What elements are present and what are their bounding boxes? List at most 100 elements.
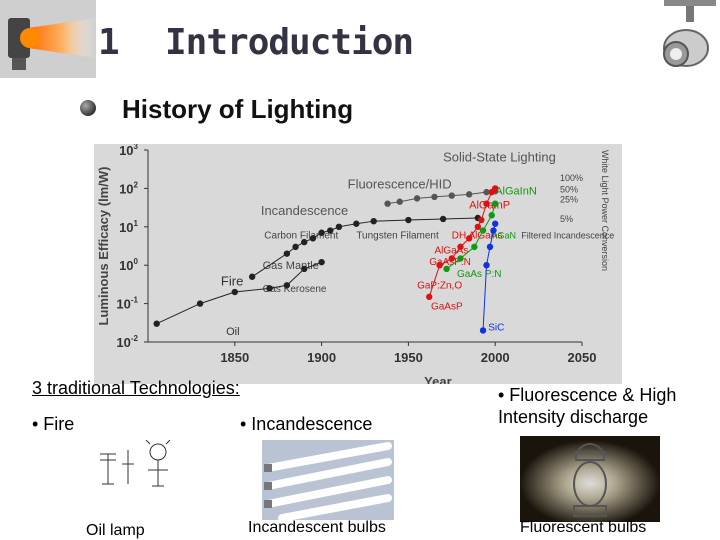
right-tick-label: 50% [560, 184, 578, 194]
incandescent-bulbs-caption: Incandescent bulbs [248, 519, 386, 536]
fluorescent-bulbs-caption: Fluorescent bulbs [520, 519, 647, 536]
data-point [301, 238, 308, 246]
x-tick-label: 1900 [307, 350, 336, 365]
data-point [318, 258, 325, 266]
data-point [309, 235, 317, 242]
data-point [248, 273, 256, 280]
data-point [474, 223, 482, 230]
bullet-icon [80, 100, 96, 116]
fire-item: • Fire [32, 414, 75, 434]
header: 1 Introduction [0, 0, 720, 90]
data-point [318, 229, 325, 236]
data-point [483, 188, 490, 196]
oil-lamp-diagram-image [88, 440, 196, 500]
y-tick-label: 100 [119, 257, 138, 273]
annotation-label: Fluorescence/HID [348, 176, 452, 191]
data-point [370, 217, 377, 225]
right-tick-label: 5% [560, 214, 573, 224]
y-tick-label: 10-2 [116, 334, 138, 350]
x-tick-label: 2000 [481, 350, 510, 365]
y-tick-label: 102 [119, 180, 138, 196]
x-axis-label: Year [424, 374, 451, 384]
annotation-label: Gas Mantle [263, 260, 319, 272]
data-point [483, 200, 490, 207]
annotation-label: AlGaInP [469, 199, 510, 211]
annotation-label: DH AlGaAs [452, 230, 503, 241]
data-point [483, 262, 490, 269]
y-tick-label: 103 [119, 144, 138, 158]
data-point [266, 285, 273, 292]
data-point [443, 265, 450, 273]
data-point [153, 320, 160, 327]
x-tick-label: 2050 [568, 350, 597, 365]
data-point [488, 212, 495, 219]
annotation-label: Gas Kerosene [263, 284, 327, 295]
history-of-lighting-chart: Solid-State Lighting Fluorescence/HIDInca… [94, 144, 622, 384]
data-point [231, 288, 238, 296]
x-tick-label: 1950 [394, 350, 423, 365]
x-tick-label: 1850 [220, 350, 249, 365]
y-axis-label: Luminous Efficacy (lm/W) [96, 167, 111, 326]
traditional-technologies-heading: 3 traditional Technologies: [32, 378, 240, 398]
annotation-label: InGaN [490, 230, 516, 240]
data-point [490, 227, 497, 234]
chart-background [94, 144, 622, 384]
data-point [457, 243, 464, 251]
data-point [479, 327, 487, 334]
data-point [283, 250, 291, 257]
data-point [478, 216, 485, 224]
data-point [448, 192, 455, 199]
data-point [396, 198, 403, 205]
y-tick-label: 101 [119, 219, 138, 235]
data-point [301, 265, 308, 273]
series-line [428, 188, 496, 297]
annotation-label: AlGaInN [495, 185, 537, 197]
data-point [292, 243, 299, 251]
data-point [448, 255, 455, 262]
y-tick-label: 10-1 [116, 296, 138, 312]
data-point [492, 220, 499, 227]
data-point [405, 216, 412, 224]
annotation-label: AlGaAs [434, 246, 468, 257]
data-point [465, 235, 473, 242]
data-point [471, 243, 478, 251]
data-point [413, 195, 421, 202]
right-tick-label: 100% [560, 173, 583, 183]
annotation-label: Filtered Incandescence [521, 230, 614, 240]
data-point [283, 282, 291, 289]
section-number: 1 [98, 22, 120, 63]
oil-lamp-caption: Oil lamp [86, 522, 145, 539]
projector-logo-icon [0, 0, 96, 78]
data-point [439, 215, 447, 223]
annotation-label: GaP:Zn,O [417, 280, 462, 291]
annotation-label: Tungsten Filament [356, 230, 439, 241]
right-tick-label: 25% [560, 194, 578, 204]
annotation-label: Solid-State Lighting [443, 150, 556, 165]
page-title: Introduction [165, 22, 414, 63]
data-point [384, 200, 391, 207]
data-point [196, 300, 204, 307]
annotation-label: Fire [221, 273, 243, 288]
annotation-label: GaAs P:N [457, 269, 501, 280]
data-point [431, 193, 438, 201]
data-point [492, 185, 499, 192]
annotation-label: SiC [488, 322, 504, 333]
data-point [327, 227, 334, 234]
annotation-label: GaAsP:N [429, 257, 471, 268]
annotation-label: GaAsP [431, 302, 463, 313]
right-axis-label: White Light Power Conversion [600, 150, 610, 271]
incandescent-bulbs-image [262, 440, 394, 520]
data-point [426, 293, 433, 301]
data-point [486, 243, 494, 251]
annotation-label: Oil [226, 326, 239, 338]
annotation-label: Incandescence [261, 203, 348, 218]
data-point [353, 220, 360, 227]
data-point [335, 223, 343, 230]
incandescence-item: • Incandescence [240, 414, 373, 434]
annotation-label: Carbon Filament [264, 230, 338, 241]
data-point [457, 255, 464, 262]
data-point [479, 227, 487, 234]
slide-subtitle: History of Lighting [122, 94, 354, 124]
data-point [492, 200, 499, 207]
fluorescence-item: • Fluorescence & High Intensity discharg… [498, 385, 677, 427]
